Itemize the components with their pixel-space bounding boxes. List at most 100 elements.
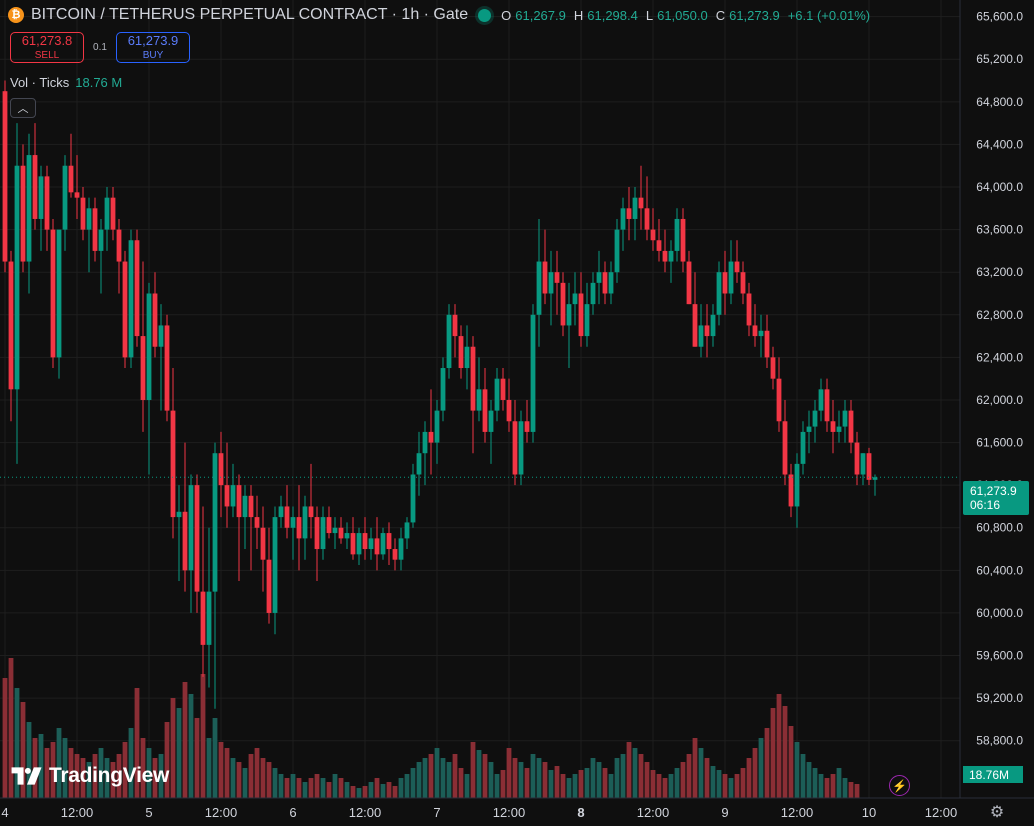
volume-bar [554, 766, 560, 798]
volume-bar [20, 702, 26, 798]
volume-bar [422, 758, 428, 798]
candle-body [794, 463, 800, 507]
candle-body [854, 442, 860, 475]
volume-bar [614, 758, 620, 798]
price-tick-label: 64,400.0 [976, 137, 1023, 151]
price-tick-label: 60,000.0 [976, 606, 1023, 620]
candle-body [860, 453, 866, 475]
time-tick-label: 12:00 [493, 805, 526, 820]
volume-bar [440, 758, 446, 798]
candle-body [554, 272, 560, 283]
settings-gear-icon[interactable]: ⚙ [989, 804, 1005, 821]
price-tick-label: 61,600.0 [976, 436, 1023, 450]
candle-body [524, 421, 530, 432]
tradingview-logo[interactable]: TradingView [11, 764, 169, 788]
candle-body [212, 453, 218, 592]
time-tick-label: 9 [721, 805, 728, 820]
candle-body [200, 591, 206, 645]
buy-label: BUY [142, 49, 164, 61]
volume-bar [146, 748, 152, 798]
symbol-legend[interactable]: ₿ BITCOIN / TETHERUS PERPETUAL CONTRACT … [8, 6, 874, 24]
candle-body [788, 474, 794, 507]
volume-bar [278, 774, 284, 798]
market-status-icon[interactable] [478, 8, 492, 22]
volume-bar [638, 754, 644, 798]
buy-button[interactable]: 61,273.9 BUY [116, 32, 190, 63]
volume-bar [782, 706, 788, 798]
buy-price: 61,273.9 [127, 32, 179, 48]
lightning-icon[interactable]: ⚡ [889, 775, 910, 796]
tradingview-icon [11, 767, 42, 785]
candle-body [332, 527, 338, 534]
volume-bar [200, 674, 206, 798]
volume-bar [80, 758, 86, 798]
sell-button[interactable]: 61,273.8 SELL [10, 32, 84, 63]
volume-bar [296, 778, 302, 798]
candle-body [446, 314, 452, 369]
volume-bar [368, 782, 374, 798]
volume-bar [668, 774, 674, 798]
volume-bar [692, 738, 698, 798]
candle-body [344, 533, 350, 539]
symbol-title[interactable]: BITCOIN / TETHERUS PERPETUAL CONTRACT · … [31, 6, 469, 23]
volume-bar [254, 748, 260, 798]
candle-body [824, 389, 830, 422]
time-tick-label: 6 [289, 805, 296, 820]
volume-bar [74, 754, 80, 798]
candle-body [680, 218, 686, 262]
volume-bar [626, 742, 632, 798]
volume-bar [206, 738, 212, 798]
volume-bar [512, 758, 518, 798]
current-price: 61,273.9 [970, 484, 1017, 498]
candle-body [812, 410, 818, 427]
candle-body [404, 522, 410, 539]
candle-body [182, 511, 188, 571]
candle-body [164, 325, 170, 411]
candle-body [14, 165, 20, 390]
volume-bar [530, 754, 536, 798]
volume-bar [848, 782, 854, 798]
candle-body [668, 250, 674, 262]
candle-body [548, 272, 554, 294]
candle-body [380, 533, 386, 555]
volume-bar [272, 768, 278, 798]
candle-body [62, 165, 68, 230]
candle-body [560, 282, 566, 326]
candle-body [368, 538, 374, 550]
time-tick-label: 12:00 [205, 805, 238, 820]
volume-bar [404, 774, 410, 798]
volume-bar [290, 774, 296, 798]
close-label: C [715, 7, 726, 23]
candle-body [836, 426, 842, 432]
collapse-legend-button[interactable]: ︿ [10, 98, 36, 118]
volume-bar [572, 774, 578, 798]
candle-body [308, 506, 314, 518]
volume-bar [854, 784, 860, 798]
candle-body [488, 410, 494, 432]
candle-body [38, 176, 44, 219]
time-tick-label: 12:00 [781, 805, 814, 820]
candle-body [506, 399, 512, 422]
candle-body [320, 517, 326, 550]
volume-bar [92, 754, 98, 798]
volume-bar [548, 770, 554, 798]
volume-bar [38, 734, 44, 798]
candle-body [356, 533, 362, 555]
volume-bar [122, 742, 128, 798]
candle-body [140, 336, 146, 400]
candle-body [698, 325, 704, 347]
volume-bar [632, 748, 638, 798]
candle-body [734, 261, 740, 273]
price-tick-label: 64,000.0 [976, 180, 1023, 194]
volume-bar [500, 770, 506, 798]
candle-body [764, 330, 770, 358]
volume-legend[interactable]: Vol · Ticks 18.76 M [10, 75, 122, 90]
volume-bar [86, 762, 92, 798]
candle-body [542, 261, 548, 294]
volume-bar [578, 770, 584, 798]
candle-body [236, 485, 242, 518]
candle-body [224, 485, 230, 507]
volume-bar [596, 762, 602, 798]
volume-tag: 18.76M [963, 766, 1023, 783]
